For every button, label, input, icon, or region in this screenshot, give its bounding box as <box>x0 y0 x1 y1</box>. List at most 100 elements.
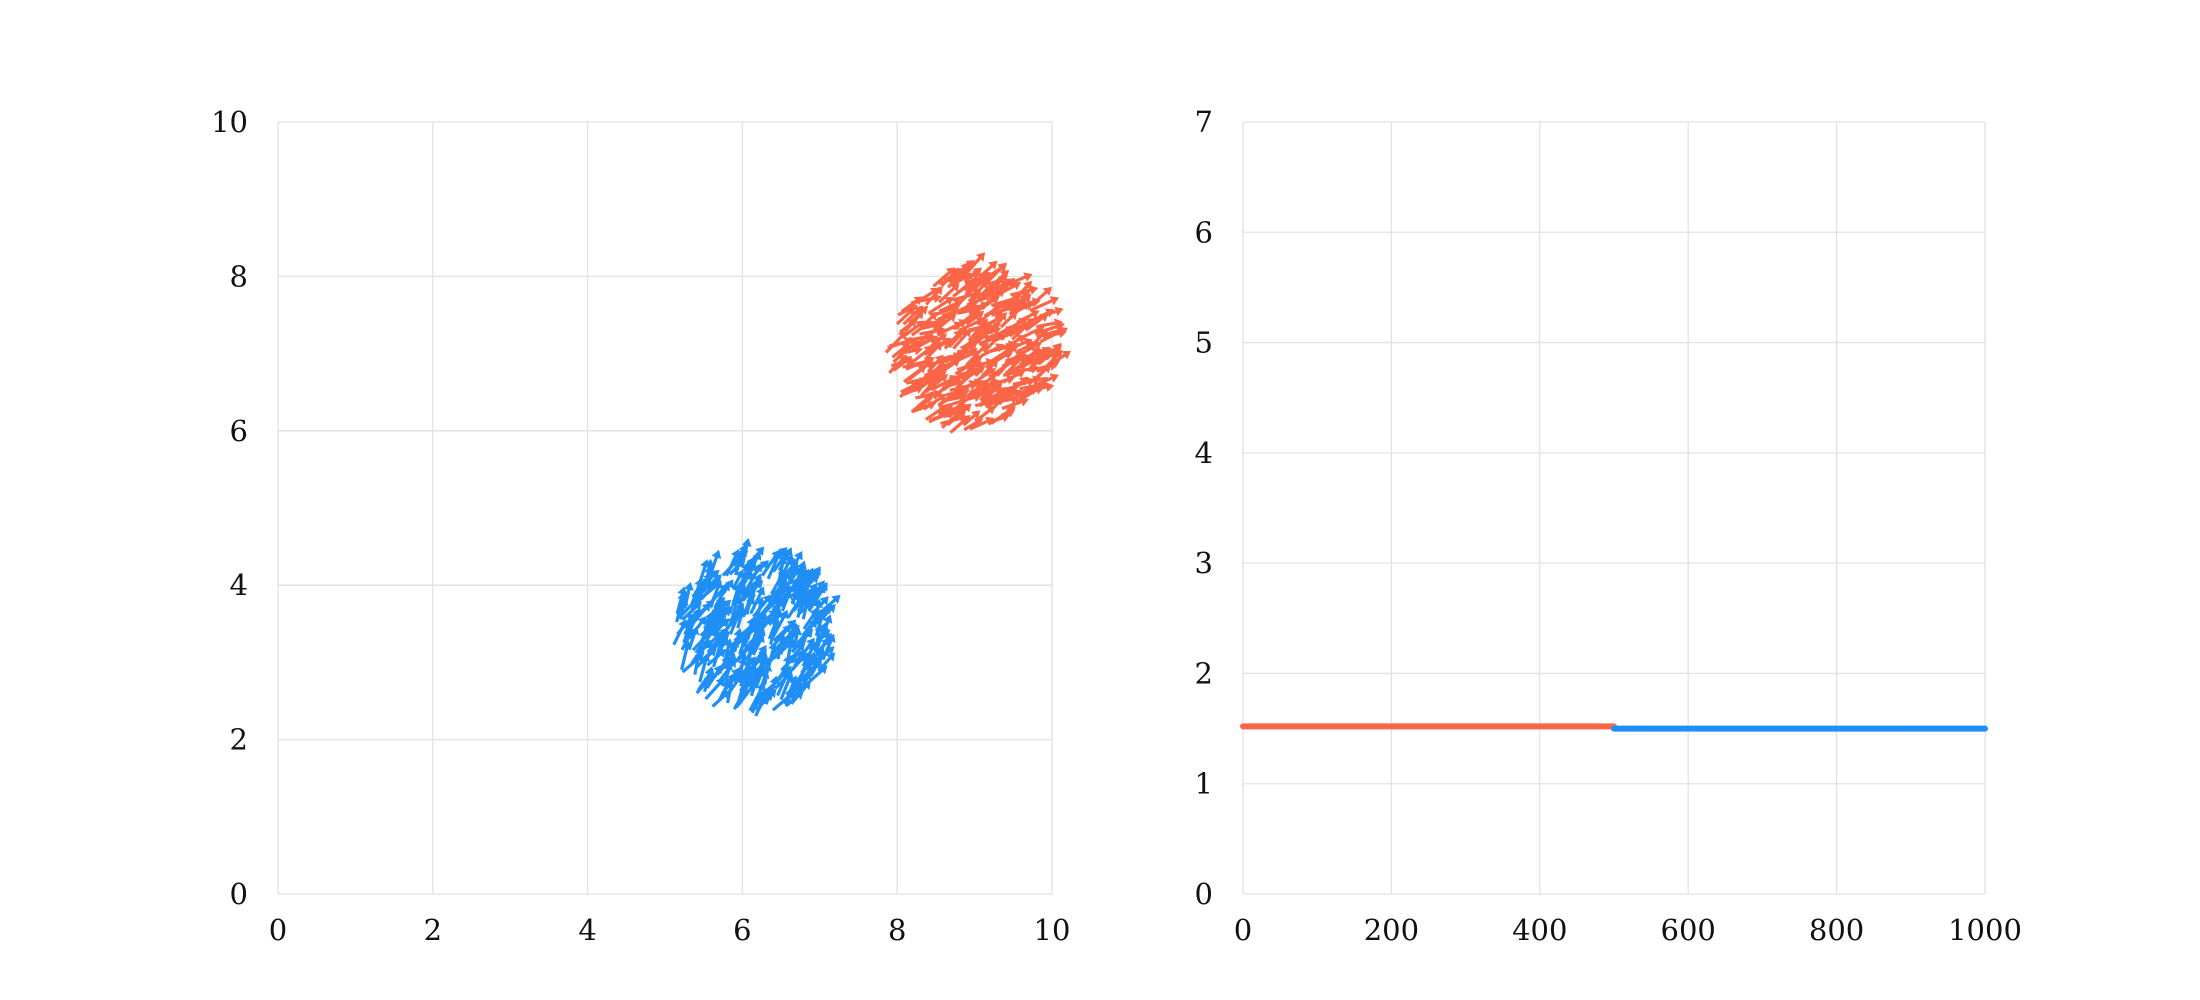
left-y-tick-10: 10 <box>211 105 248 139</box>
left-arrow-point-s1-239 <box>805 587 819 610</box>
left-arrow-point-s1-198 <box>754 664 767 689</box>
left-arrow-point-s0-217 <box>924 404 948 421</box>
left-arrow-point-s0-161 <box>940 413 969 426</box>
left-arrow-point-s1-273 <box>751 645 767 668</box>
left-arrow-point-s1-276 <box>732 685 748 710</box>
right-x-tick-600: 600 <box>1661 913 1716 947</box>
left-x-tick-6: 6 <box>733 913 751 947</box>
left-arrow-point-s1-280 <box>745 587 756 615</box>
left-x-tick-8: 8 <box>888 913 906 947</box>
left-arrow-point-s0-276 <box>904 310 924 333</box>
left-arrow-point-s0-287 <box>943 351 966 362</box>
left-arrow-point-s1-292 <box>779 671 794 701</box>
left-arrow-point-s1-275 <box>812 632 832 660</box>
left-arrow-point-s0-274 <box>921 365 946 388</box>
left-arrow-points <box>672 252 1071 717</box>
left-arrow-point-s0-145 <box>897 345 923 356</box>
left-arrow-point-s0-240 <box>1026 313 1049 331</box>
left-arrow-point-s1-287 <box>736 665 755 683</box>
left-arrow-point-s0-220 <box>966 379 990 398</box>
left-arrow-point-s1-180 <box>681 653 704 674</box>
left-arrow-point-s0-164 <box>980 359 999 378</box>
left-arrow-point-s0-63 <box>932 267 956 288</box>
left-arrow-point-s1-249 <box>738 630 751 655</box>
left-arrow-point-s0-288 <box>990 325 1019 342</box>
left-arrow-point-s0-219 <box>1010 301 1034 316</box>
left-arrow-point-s0-239 <box>924 373 949 394</box>
left-arrow-point-s1-189 <box>800 658 823 681</box>
right-y-tick-0: 0 <box>1195 877 1213 911</box>
left-arrow-point-s0-153 <box>930 374 959 392</box>
left-arrow-point-s1-120 <box>704 677 725 701</box>
left-arrow-point-s0-163 <box>938 299 963 313</box>
left-arrow-point-s0-251 <box>938 283 960 304</box>
left-arrow-point-s0-111 <box>951 289 982 302</box>
left-arrow-point-s1-200 <box>712 627 729 647</box>
left-arrow-point-s1-282 <box>735 582 746 605</box>
left-arrow-point-s0-158 <box>957 277 980 294</box>
left-arrow-point-s1-299 <box>807 583 825 613</box>
left-arrow-point-s0-221 <box>975 321 1002 335</box>
left-arrow-point-s0-138 <box>965 342 989 367</box>
left-arrow-point-s0-249 <box>985 264 1007 279</box>
left-arrow-point-s1-14 <box>819 594 841 614</box>
left-arrow-point-s0-255 <box>1009 363 1040 375</box>
left-arrow-point-s0-155 <box>1030 347 1055 363</box>
left-arrow-point-s0-87 <box>938 313 957 329</box>
left-arrow-point-s1-211 <box>768 617 781 646</box>
left-arrow-point-s0-277 <box>935 307 960 323</box>
left-arrow-point-s1-268 <box>799 628 811 651</box>
left-arrow-point-s1-289 <box>744 639 758 671</box>
left-arrow-point-s0-35 <box>935 303 961 316</box>
left-arrow-point-s1-295 <box>772 551 788 573</box>
left-arrow-point-s0-256 <box>917 390 938 411</box>
left-arrow-point-s1-165 <box>803 608 824 635</box>
left-arrow-point-s1-274 <box>797 655 812 683</box>
left-arrow-point-s1-290 <box>680 629 694 651</box>
left-arrow-point-s1-242 <box>749 586 765 615</box>
left-arrow-point-s1-261 <box>681 601 702 621</box>
left-arrow-point-s1-167 <box>815 621 829 651</box>
left-arrow-point-s0-201 <box>943 268 966 282</box>
left-arrow-point-s0-297 <box>980 384 1000 399</box>
left-arrow-point-s0-294 <box>983 302 1008 318</box>
left-arrow-point-s0-146 <box>884 330 908 354</box>
left-arrow-point-s0-272 <box>979 314 1006 330</box>
left-arrow-point-s1-270 <box>703 604 723 625</box>
left-arrow-point-s0-278 <box>1036 358 1061 374</box>
right-y-tick-5: 5 <box>1195 326 1213 360</box>
left-arrow-point-s1-272 <box>698 653 711 683</box>
left-arrow-point-s0-85 <box>947 327 967 349</box>
left-arrow-point-s1-56 <box>709 618 730 637</box>
left-arrow-point-s1-262 <box>723 652 737 682</box>
left-arrow-point-s1-147 <box>817 652 836 672</box>
left-arrow-point-s1-124 <box>713 582 730 608</box>
left-y-tick-8: 8 <box>230 259 248 293</box>
right-series-lines <box>1240 723 1988 732</box>
left-arrow-point-s0-286 <box>964 252 986 276</box>
left-arrow-point-s0-205 <box>929 409 956 423</box>
left-arrow-point-s0-264 <box>898 381 920 399</box>
left-arrow-point-s1-193 <box>696 628 709 654</box>
left-arrow-point-s1-241 <box>791 681 806 701</box>
left-arrow-point-s1-222 <box>700 581 722 600</box>
right-y-tick-2: 2 <box>1195 656 1213 690</box>
left-arrow-point-s0-262 <box>919 325 947 336</box>
line-chart-right: 0 200 400 600 800 1000 0 1 2 3 4 5 6 7 <box>1195 105 2022 947</box>
left-arrow-point-s0-175 <box>1022 341 1043 355</box>
left-arrow-point-s0-299 <box>911 400 937 414</box>
left-x-tick-4: 4 <box>578 913 596 947</box>
left-arrow-point-s1-145 <box>706 648 727 667</box>
left-arrow-point-s1-265 <box>756 614 769 637</box>
left-y-tick-0: 0 <box>230 877 248 911</box>
left-arrow-point-s0-289 <box>1012 297 1041 308</box>
left-arrow-point-s1-169 <box>731 569 745 590</box>
left-arrow-point-s1-234 <box>750 693 764 714</box>
left-arrow-point-s1-278 <box>801 641 817 667</box>
left-arrow-point-s0-197 <box>902 305 923 326</box>
right-x-tick-400: 400 <box>1512 913 1567 947</box>
right-y-tick-6: 6 <box>1195 215 1213 249</box>
right-y-tick-3: 3 <box>1195 546 1213 580</box>
left-arrow-point-s1-206 <box>783 567 800 591</box>
